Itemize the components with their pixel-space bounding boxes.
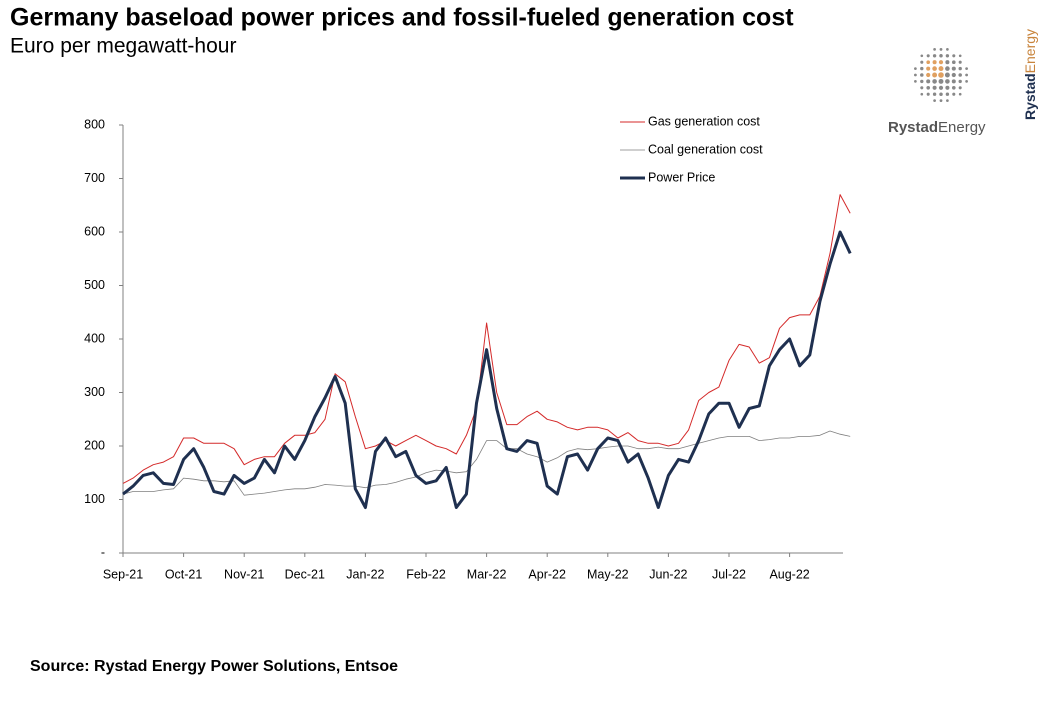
logo-dot [926, 66, 931, 71]
x-tick-label: Mar-22 [467, 567, 507, 581]
x-tick-label: May-22 [587, 567, 629, 581]
logo-dot [945, 92, 950, 96]
logo-dot [933, 99, 936, 102]
logo-dot [951, 66, 956, 71]
logo-dot [926, 60, 931, 65]
logo-dot [958, 79, 962, 84]
logo-dot [938, 85, 944, 90]
logo-dot [946, 48, 949, 51]
series-line [122, 430, 851, 496]
y-tick-label: 300 [84, 385, 105, 399]
y-tick-label: 400 [84, 331, 105, 345]
logo-dot [965, 67, 968, 70]
x-tick-label: Apr-22 [528, 567, 566, 581]
logo-dot [926, 85, 931, 90]
logo-dot [920, 66, 924, 71]
chart-title: Germany baseload power prices and fossil… [10, 4, 794, 32]
x-tick-label: Sep-21 [103, 567, 143, 581]
logo-dot [939, 92, 943, 96]
logo-dot [958, 92, 962, 96]
logo-dot [939, 54, 943, 58]
logo-dot [914, 73, 917, 77]
logo-dot [958, 66, 962, 71]
logo-dot [951, 85, 956, 90]
logo-dot [932, 92, 937, 96]
logo-dot [932, 72, 938, 78]
legend-label: Gas generation cost [648, 114, 760, 128]
logo-dot [945, 54, 950, 58]
logo-dot [945, 66, 950, 71]
y-tick-label: - [101, 545, 105, 559]
logo-dot [951, 79, 956, 84]
logo-dot [965, 80, 968, 83]
logo [914, 48, 968, 102]
y-tick-label: 200 [84, 438, 105, 452]
logo-dot [939, 48, 943, 51]
x-tick-label: Feb-22 [406, 567, 446, 581]
logo-dot [938, 72, 944, 78]
source: Source: Rystad Energy Power Solutions, E… [30, 658, 398, 675]
brand-suffix: Energy [938, 119, 986, 136]
chart-subtitle: Euro per megawatt-hour [10, 35, 236, 58]
logo-dot [952, 92, 956, 96]
logo-dot [965, 73, 968, 77]
logo-dot [945, 79, 950, 84]
y-tick-label: 100 [84, 492, 105, 506]
brand-suffix: Energy [1022, 29, 1038, 73]
x-tick-label: Aug-22 [769, 567, 809, 581]
x-tick-label: Dec-21 [285, 567, 325, 581]
logo-dot [920, 86, 924, 90]
x-tick-label: Nov-21 [224, 567, 264, 581]
logo-dot [932, 85, 937, 90]
logo-dot [945, 85, 950, 90]
brand-name: Rystad [1022, 73, 1038, 120]
logo-dot [944, 72, 950, 78]
brand-text: RystadEnergy [888, 119, 986, 136]
logo-dot [920, 54, 924, 58]
logo-dot [939, 99, 943, 102]
logo-dot [952, 54, 956, 58]
x-tick-label: Jul-22 [712, 567, 746, 581]
logo-dot [932, 79, 937, 84]
logo-dot [933, 48, 936, 51]
logo-dot [920, 73, 924, 77]
x-tick-label: Jan-22 [346, 567, 384, 581]
logo-dot [932, 60, 937, 65]
series-line [122, 230, 852, 509]
logo-dot [932, 54, 937, 58]
logo-dot [958, 60, 962, 64]
y-tick-label: 800 [84, 117, 105, 131]
series-line [122, 194, 851, 484]
logo-dot [932, 66, 937, 71]
logo-dot [926, 92, 930, 96]
logo-dot [958, 73, 962, 77]
logo-dot [914, 80, 917, 83]
logo-dot [938, 78, 944, 84]
y-tick-label: 600 [84, 224, 105, 238]
logo-dot [926, 72, 931, 78]
logo-dot [920, 60, 924, 64]
legend-label: Power Price [648, 170, 715, 184]
legend-label: Coal generation cost [648, 142, 763, 156]
logo-dot [938, 60, 944, 65]
logo-dot [920, 92, 924, 96]
logo-dot [946, 99, 949, 102]
logo-dot [945, 60, 950, 65]
logo-dot [951, 72, 956, 78]
brand-vertical: RystadEnergy [1022, 29, 1038, 120]
brand-name: Rystad [888, 119, 938, 136]
logo-dot [958, 86, 962, 90]
y-tick-label: 700 [84, 171, 105, 185]
logo-dot [914, 67, 917, 70]
logo-dot [926, 79, 931, 84]
x-tick-label: Jun-22 [649, 567, 687, 581]
logo-dot [951, 60, 956, 65]
x-tick-label: Oct-21 [165, 567, 203, 581]
logo-dot [958, 54, 962, 58]
logo-dot [926, 54, 930, 58]
logo-dot [938, 66, 944, 72]
logo-dot [920, 79, 924, 84]
y-tick-label: 500 [84, 278, 105, 292]
